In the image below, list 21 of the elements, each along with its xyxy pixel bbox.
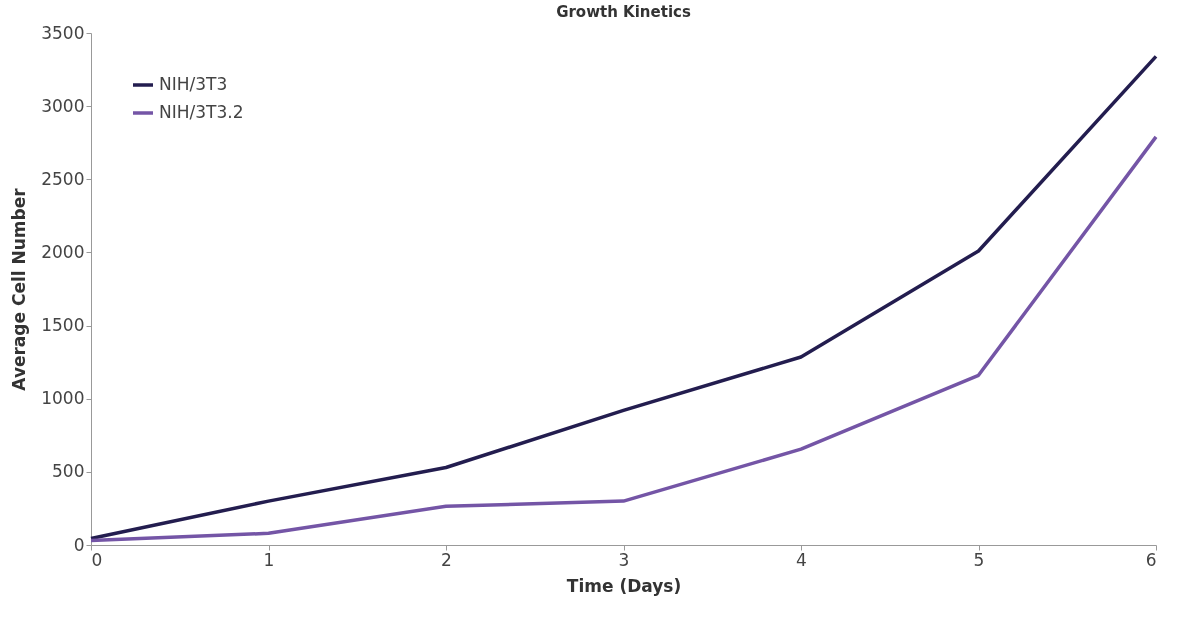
y-tick-label: 1000	[41, 388, 85, 409]
line-series	[89, 54, 1158, 541]
legend-label: NIH/3T3.2	[159, 102, 244, 122]
chart-title: Growth Kinetics	[556, 3, 691, 21]
y-tick-label: 3500	[41, 22, 85, 43]
y-tick-label: 1500	[41, 315, 85, 336]
y-tick-label: 3000	[41, 95, 85, 116]
x-tick-label: 3	[618, 549, 630, 570]
y-tick-label: 2000	[41, 241, 85, 262]
x-tick-label: 0	[91, 549, 103, 570]
x-tick-label: 2	[441, 549, 452, 570]
y-tick-label: 0	[73, 534, 85, 555]
y-axis-title: Average Cell Number	[9, 187, 30, 391]
y-tick-label: 2500	[41, 168, 85, 189]
x-tick-label: 1	[263, 549, 275, 570]
legend-label: NIH/3T3	[159, 74, 228, 94]
x-axis-title: Time (Days)	[566, 575, 682, 596]
x-tick-label: 6	[1145, 549, 1157, 570]
y-tick-label: 500	[52, 461, 85, 482]
x-tick-label: 5	[973, 549, 985, 570]
x-tick-label: 4	[796, 549, 807, 570]
